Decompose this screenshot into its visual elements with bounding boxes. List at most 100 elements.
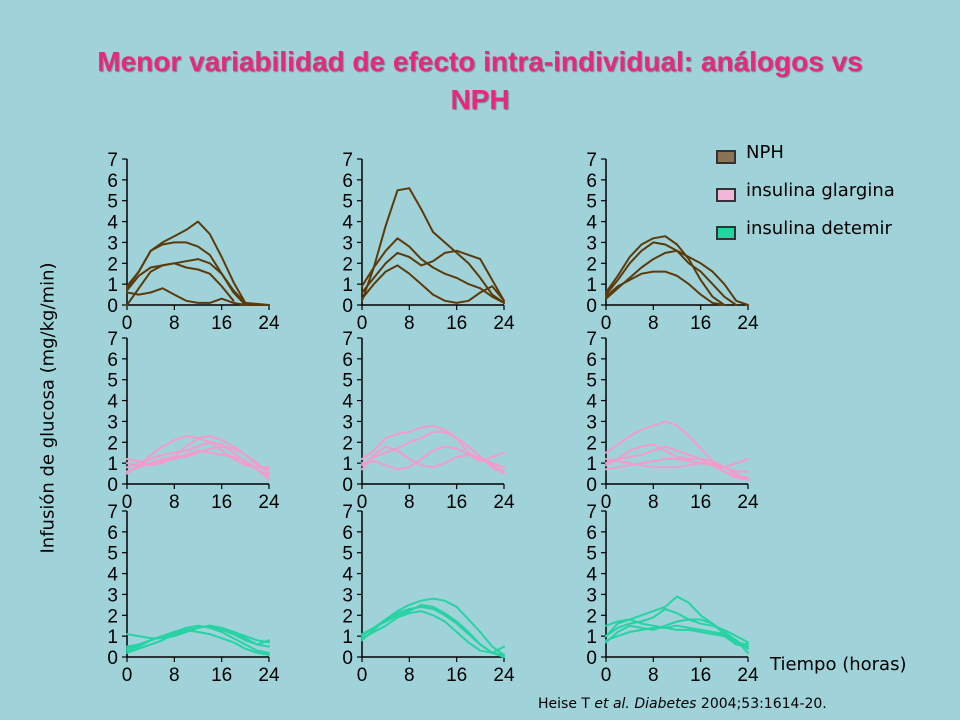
series-line: [605, 618, 749, 654]
series-line: [361, 187, 505, 304]
y-tick-label: 2: [342, 606, 353, 627]
series-line: [605, 626, 749, 648]
citation-etal: et al.: [594, 696, 630, 712]
y-tick-label: 1: [107, 454, 118, 475]
x-axis-label: Tiempo (horas): [770, 654, 907, 675]
y-tick-label: 1: [107, 627, 118, 648]
x-tick-label: 24: [258, 492, 280, 513]
x-tick-label: 8: [404, 665, 415, 686]
x-tick-label: 24: [737, 313, 759, 334]
series-line: [361, 445, 505, 471]
x-tick-label: 24: [493, 492, 515, 513]
series-line: [605, 458, 749, 481]
x-tick-label: 16: [690, 665, 711, 686]
y-tick-label: 1: [586, 627, 597, 648]
y-tick-label: 7: [586, 329, 597, 350]
series-line: [361, 264, 505, 304]
y-tick-label: 0: [342, 296, 353, 317]
x-tick-label: 8: [169, 313, 180, 334]
y-tick-label: 2: [342, 433, 353, 454]
y-tick-label: 4: [342, 213, 353, 234]
y-tick-label: 5: [342, 192, 353, 213]
y-tick-label: 6: [107, 523, 118, 544]
y-tick-label: 3: [342, 233, 353, 254]
y-tick-label: 1: [342, 454, 353, 475]
y-tick-label: 1: [586, 275, 597, 296]
y-tick-label: 2: [107, 254, 118, 275]
y-tick-label: 0: [586, 648, 597, 669]
y-tick-label: 3: [107, 585, 118, 606]
citation: Heise T et al. Diabetes 2004;53:1614-20.: [538, 696, 827, 712]
y-tick-label: 6: [586, 350, 597, 371]
x-tick-label: 24: [258, 313, 280, 334]
x-tick-label: 8: [404, 313, 415, 334]
y-tick-label: 1: [107, 275, 118, 296]
y-tick-label: 0: [107, 648, 118, 669]
legend-swatch-nph: [716, 150, 736, 164]
x-tick-label: 0: [357, 313, 368, 334]
x-tick-label: 0: [122, 492, 133, 513]
series-line: [126, 241, 247, 306]
slide-title-line-1: Menor variabilidad de efecto intra-indiv…: [97, 46, 863, 77]
legend-label-nph: NPH: [746, 142, 784, 163]
y-tick-label: 5: [107, 544, 118, 565]
y-tick-label: 7: [342, 502, 353, 523]
y-tick-label: 0: [586, 475, 597, 496]
x-tick-label: 0: [601, 492, 612, 513]
y-tick-label: 0: [586, 296, 597, 317]
y-tick-label: 7: [586, 502, 597, 523]
legend-label-glargina: insulina glargina: [746, 180, 895, 201]
x-tick-label: 0: [122, 313, 133, 334]
citation-authors: Heise T: [538, 696, 595, 712]
series-line: [126, 262, 235, 306]
y-tick-label: 6: [342, 350, 353, 371]
x-tick-label: 0: [601, 665, 612, 686]
x-tick-label: 8: [648, 492, 659, 513]
y-tick-label: 4: [107, 392, 118, 413]
x-tick-label: 24: [493, 313, 515, 334]
y-tick-label: 0: [342, 475, 353, 496]
y-tick-label: 6: [107, 171, 118, 192]
series-line: [605, 445, 749, 479]
y-tick-label: 3: [586, 233, 597, 254]
slide-title-line-2: NPH: [450, 84, 510, 115]
citation-journal: Diabetes: [634, 696, 697, 712]
y-tick-label: 3: [107, 412, 118, 433]
y-tick-label: 5: [107, 192, 118, 213]
x-tick-label: 16: [446, 313, 467, 334]
y-tick-label: 2: [586, 254, 597, 275]
series-line: [605, 241, 738, 306]
y-tick-label: 5: [342, 371, 353, 392]
series-line: [126, 435, 270, 475]
x-tick-label: 16: [446, 492, 467, 513]
y-tick-label: 3: [586, 412, 597, 433]
series-line: [126, 258, 247, 304]
x-tick-label: 0: [122, 665, 133, 686]
y-tick-label: 3: [342, 412, 353, 433]
series-line: [605, 270, 726, 306]
y-tick-label: 7: [342, 150, 353, 171]
x-tick-label: 24: [493, 665, 515, 686]
y-tick-label: 4: [342, 392, 353, 413]
x-tick-label: 8: [404, 492, 415, 513]
y-tick-label: 5: [586, 371, 597, 392]
y-tick-label: 7: [107, 150, 118, 171]
y-tick-label: 1: [342, 627, 353, 648]
series-line: [126, 628, 270, 656]
y-tick-label: 1: [586, 454, 597, 475]
x-tick-label: 24: [737, 665, 759, 686]
x-tick-label: 24: [258, 665, 280, 686]
series-line: [361, 249, 505, 302]
y-tick-label: 2: [342, 254, 353, 275]
y-tick-label: 5: [586, 192, 597, 213]
y-tick-label: 7: [107, 502, 118, 523]
y-tick-label: 0: [107, 296, 118, 317]
series-line: [361, 424, 505, 475]
y-tick-label: 4: [107, 565, 118, 586]
